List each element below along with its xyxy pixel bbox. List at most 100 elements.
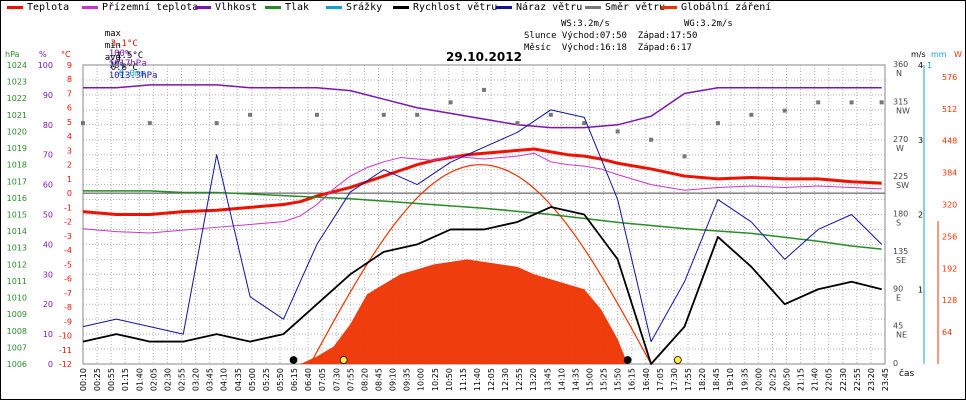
series-line-5 [82,206,882,365]
hpa-axis-tick: 1020 [7,127,27,136]
dir-axis-tick: 180 [893,210,908,219]
chart-title: 29.10.2012 [446,50,522,64]
hpa-axis-tick: 1006 [7,360,27,369]
hpa-axis-tick: 1023 [7,78,27,87]
x-tick-label: 10:00 [417,368,426,391]
x-tick-label: 17:55 [684,368,693,391]
x-tick-label: 05:50 [276,368,285,391]
x-tick-label: 06:40 [304,368,313,391]
wind-dir-point [147,121,152,126]
w-axis-tick: 128 [942,296,957,305]
x-tick-label: 04:10 [220,368,229,391]
series-line-6 [82,109,883,343]
x-tick-label: 12:55 [515,368,524,391]
hpa-axis-tick: 1012 [7,260,27,269]
legend-swatch [661,5,677,9]
degc-axis-tick: -3 [64,232,72,241]
w-axis-tick: 448 [942,137,957,146]
legend-swatch [195,5,211,9]
ms-unit: m/s [911,50,926,59]
wind-dir-point [482,87,486,92]
legend-label: Tlak [285,2,310,13]
stat-max-rain: 0.0mm [118,69,146,79]
stat-sun-times: Slunce Východ:07:50 Západ:17:50 [524,31,698,41]
wind-dir-point [849,100,854,105]
dir-axis-tick: 45 [893,322,903,331]
x-tick-label: 00:10 [79,368,88,391]
pct-axis-tick: 30 [43,270,53,279]
degc-axis-tick: 7 [67,89,72,98]
sun-moon-marker [673,356,682,364]
legend-item-3: Tlak [265,2,309,13]
wind-dir-point [81,121,85,126]
stat-min-label: min [104,41,121,51]
legend-item-6: Náraz větru [496,2,582,13]
wind-dir-point [749,112,754,117]
legend-swatch [326,5,342,9]
x-tick-label: 12:30 [501,368,510,391]
legend-item-5: Rychlost větru [393,2,497,13]
x-tick-label: 14:10 [557,368,566,391]
degc-axis-tick: 2 [67,161,72,170]
degc-axis-tick: 4 [67,132,72,141]
w-axis-tick: 256 [942,232,957,241]
dir-axis-tick: 225 [893,172,908,181]
degc-axis-tick: -10 [59,332,72,341]
wind-dir-point [715,121,720,126]
hpa-axis-tick: 1017 [7,177,27,186]
x-tick-label: 02:55 [177,368,186,391]
x-tick-label: 19:10 [726,368,735,391]
legend-item-4: Srážky [326,2,382,13]
x-tick-label: 02:05 [149,368,158,391]
stats-min-row: min -1.5°C 75% 1013.3hPa [83,31,158,91]
hpa-unit: hPa [5,50,20,59]
x-tick-label: 01:40 [135,368,144,391]
degc-axis-tick: 3 [67,146,72,155]
x-tick-label: 05:00 [248,368,257,391]
series-line-1 [82,152,882,234]
degc-axis-tick: 5 [67,118,72,127]
x-tick-label: 01:15 [121,368,130,391]
hpa-axis-tick: 1013 [7,244,27,253]
degc-axis-tick: 1 [67,175,72,184]
legend-item-0: Teplota [7,2,69,13]
legend-item-7: Směr větru [585,2,665,13]
stat-min-hum: 75% [108,61,125,71]
hpa-axis-tick: 1015 [7,211,27,220]
w-unit: W [954,50,962,59]
x-tick-label: 20:25 [768,368,777,391]
hpa-axis-tick: 1009 [7,310,27,319]
x-tick-label: 15:50 [614,368,623,391]
x-tick-label: 23:45 [881,368,890,391]
hpa-axis-tick: 1016 [7,194,27,203]
ms-axis-tick: 2 [918,211,923,220]
x-tick-label: 20:50 [783,368,792,391]
stats-max-row: max 3.1°C 100% 1017hPa 0.0mm [83,19,147,89]
wind-dir-point [448,100,453,105]
wind-dir-point [615,129,620,134]
x-tick-label: 19:35 [740,368,749,391]
wind-dir-point [649,137,654,142]
stat-wind-speed: WS:3.2m/s [561,19,610,29]
ms-axis-tick: 4 [918,61,923,70]
mm-axis-tick: 1 [927,61,932,70]
x-tick-label: 06:15 [290,368,299,391]
ms-axis-tick: 3 [918,136,923,145]
wind-dir-point [816,100,821,105]
dir-axis-tick: 135 [893,247,908,256]
x-tick-label: 00:25 [93,368,102,391]
pct-axis-tick: 20 [43,300,53,309]
x-tick-label: 22:55 [853,368,862,391]
stat-min-temp: -1.5°C [110,51,144,61]
legend-label: Rychlost větru [413,2,498,13]
dir-axis-compass: E [896,293,901,302]
pct-unit: % [39,50,47,59]
degc-axis-tick: 8 [67,75,72,84]
ms-axis-tick: 1 [918,285,923,294]
dir-axis-compass: S [896,219,901,228]
pct-axis-tick: 100 [38,61,53,70]
x-tick-label: 23:20 [867,368,876,391]
x-tick-label: 00:55 [107,368,116,391]
